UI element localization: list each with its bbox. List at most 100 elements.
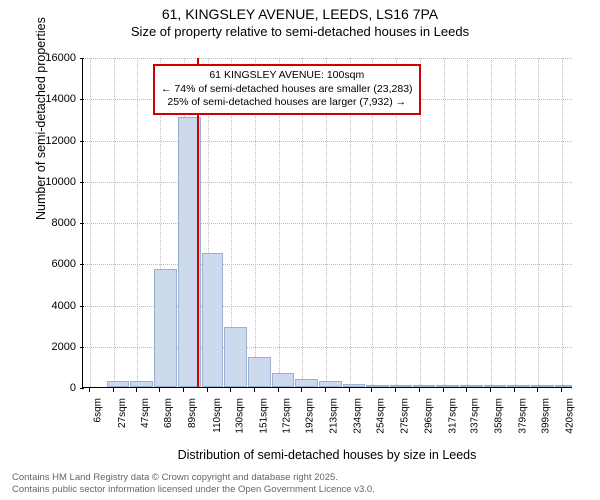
grid-v [114, 58, 115, 387]
x-tick [183, 388, 184, 392]
callout-line1: 61 KINGSLEY AVENUE: 100sqm [161, 69, 413, 83]
x-tick-label: 275sqm [399, 398, 410, 434]
x-tick-label: 234sqm [353, 398, 364, 434]
y-tick-label: 6000 [52, 258, 76, 270]
histogram-bar [107, 381, 129, 387]
x-tick-label: 296sqm [423, 398, 434, 434]
x-tick [443, 388, 444, 392]
y-tick [80, 388, 84, 389]
histogram-bar [295, 379, 318, 387]
x-tick-label: 317sqm [447, 398, 458, 434]
histogram-bar [484, 385, 506, 387]
x-tick-label: 399sqm [541, 398, 552, 434]
title-line2: Size of property relative to semi-detach… [0, 24, 600, 39]
title-block: 61, KINGSLEY AVENUE, LEEDS, LS16 7PA Siz… [0, 0, 600, 39]
histogram-bar [130, 381, 153, 387]
x-tick-label: 47sqm [140, 398, 151, 428]
grid-v [137, 58, 138, 387]
y-tick-label: 2000 [52, 341, 76, 353]
x-tick [419, 388, 420, 392]
y-axis-labels: 0200040006000800010000120001400016000 [40, 58, 80, 388]
grid-h [83, 58, 572, 59]
x-tick-label: 68sqm [164, 398, 175, 428]
histogram-bar [202, 253, 224, 387]
x-axis-title: Distribution of semi-detached houses by … [82, 448, 572, 462]
chart: Number of semi-detached properties 02000… [40, 50, 580, 430]
grid-v [491, 58, 492, 387]
histogram-bar [460, 385, 483, 387]
x-tick [136, 388, 137, 392]
x-tick-label: 358sqm [494, 398, 505, 434]
x-tick-label: 89sqm [187, 398, 198, 428]
x-tick [561, 388, 562, 392]
histogram-bar [507, 385, 530, 387]
x-tick [349, 388, 350, 392]
histogram-bar [436, 385, 459, 387]
grid-h [83, 264, 572, 265]
y-tick-label: 12000 [45, 135, 76, 147]
x-tick [371, 388, 372, 392]
y-tick [80, 141, 84, 142]
x-tick-label: 337sqm [470, 398, 481, 434]
y-tick [80, 223, 84, 224]
histogram-bar [366, 385, 389, 387]
histogram-bar [224, 327, 247, 387]
grid-v [515, 58, 516, 387]
x-tick [254, 388, 255, 392]
marker-callout: 61 KINGSLEY AVENUE: 100sqm ← 74% of semi… [153, 64, 421, 115]
callout-line2: ← 74% of semi-detached houses are smalle… [161, 83, 413, 97]
x-tick [89, 388, 90, 392]
callout-line3: 25% of semi-detached houses are larger (… [161, 96, 413, 110]
y-tick [80, 306, 84, 307]
y-tick [80, 58, 84, 59]
x-tick [301, 388, 302, 392]
grid-v [444, 58, 445, 387]
histogram-bar [413, 385, 435, 387]
title-line1: 61, KINGSLEY AVENUE, LEEDS, LS16 7PA [0, 6, 600, 22]
grid-v [90, 58, 91, 387]
footer-line1: Contains HM Land Registry data © Crown c… [12, 472, 375, 484]
x-tick [207, 388, 208, 392]
x-tick [278, 388, 279, 392]
x-tick-label: 213sqm [329, 398, 340, 434]
grid-h [83, 182, 572, 183]
histogram-bar [555, 385, 572, 387]
x-tick [537, 388, 538, 392]
grid-v [467, 58, 468, 387]
x-tick-label: 254sqm [375, 398, 386, 434]
y-tick [80, 264, 84, 265]
x-tick [466, 388, 467, 392]
footer: Contains HM Land Registry data © Crown c… [12, 472, 375, 496]
histogram-bar [531, 385, 554, 387]
y-tick [80, 99, 84, 100]
x-tick-label: 110sqm [211, 398, 222, 433]
x-tick [395, 388, 396, 392]
x-tick [325, 388, 326, 392]
histogram-bar [319, 381, 342, 387]
x-tick [514, 388, 515, 392]
x-tick [159, 388, 160, 392]
grid-v [562, 58, 563, 387]
x-tick-label: 6sqm [93, 398, 104, 422]
y-tick [80, 182, 84, 183]
y-tick-label: 0 [70, 382, 76, 394]
x-tick-label: 420sqm [565, 398, 576, 434]
grid-v [538, 58, 539, 387]
y-tick [80, 347, 84, 348]
x-tick-label: 151sqm [258, 398, 269, 434]
histogram-bar [154, 269, 177, 387]
x-tick-label: 27sqm [117, 398, 128, 428]
histogram-bar [343, 384, 365, 387]
x-tick [230, 388, 231, 392]
histogram-bar [390, 385, 413, 387]
x-tick [113, 388, 114, 392]
x-axis-labels: 6sqm 27sqm 47sqm 68sqm 89sqm 110sqm 130sqm 151s… [82, 390, 572, 450]
histogram-bar [248, 357, 271, 387]
y-tick-label: 14000 [45, 93, 76, 105]
y-tick-label: 16000 [45, 52, 76, 64]
y-tick-label: 10000 [45, 176, 76, 188]
y-tick-label: 4000 [52, 300, 76, 312]
x-tick-label: 379sqm [518, 398, 529, 434]
x-tick-label: 172sqm [282, 398, 293, 434]
x-tick-label: 130sqm [234, 398, 245, 434]
